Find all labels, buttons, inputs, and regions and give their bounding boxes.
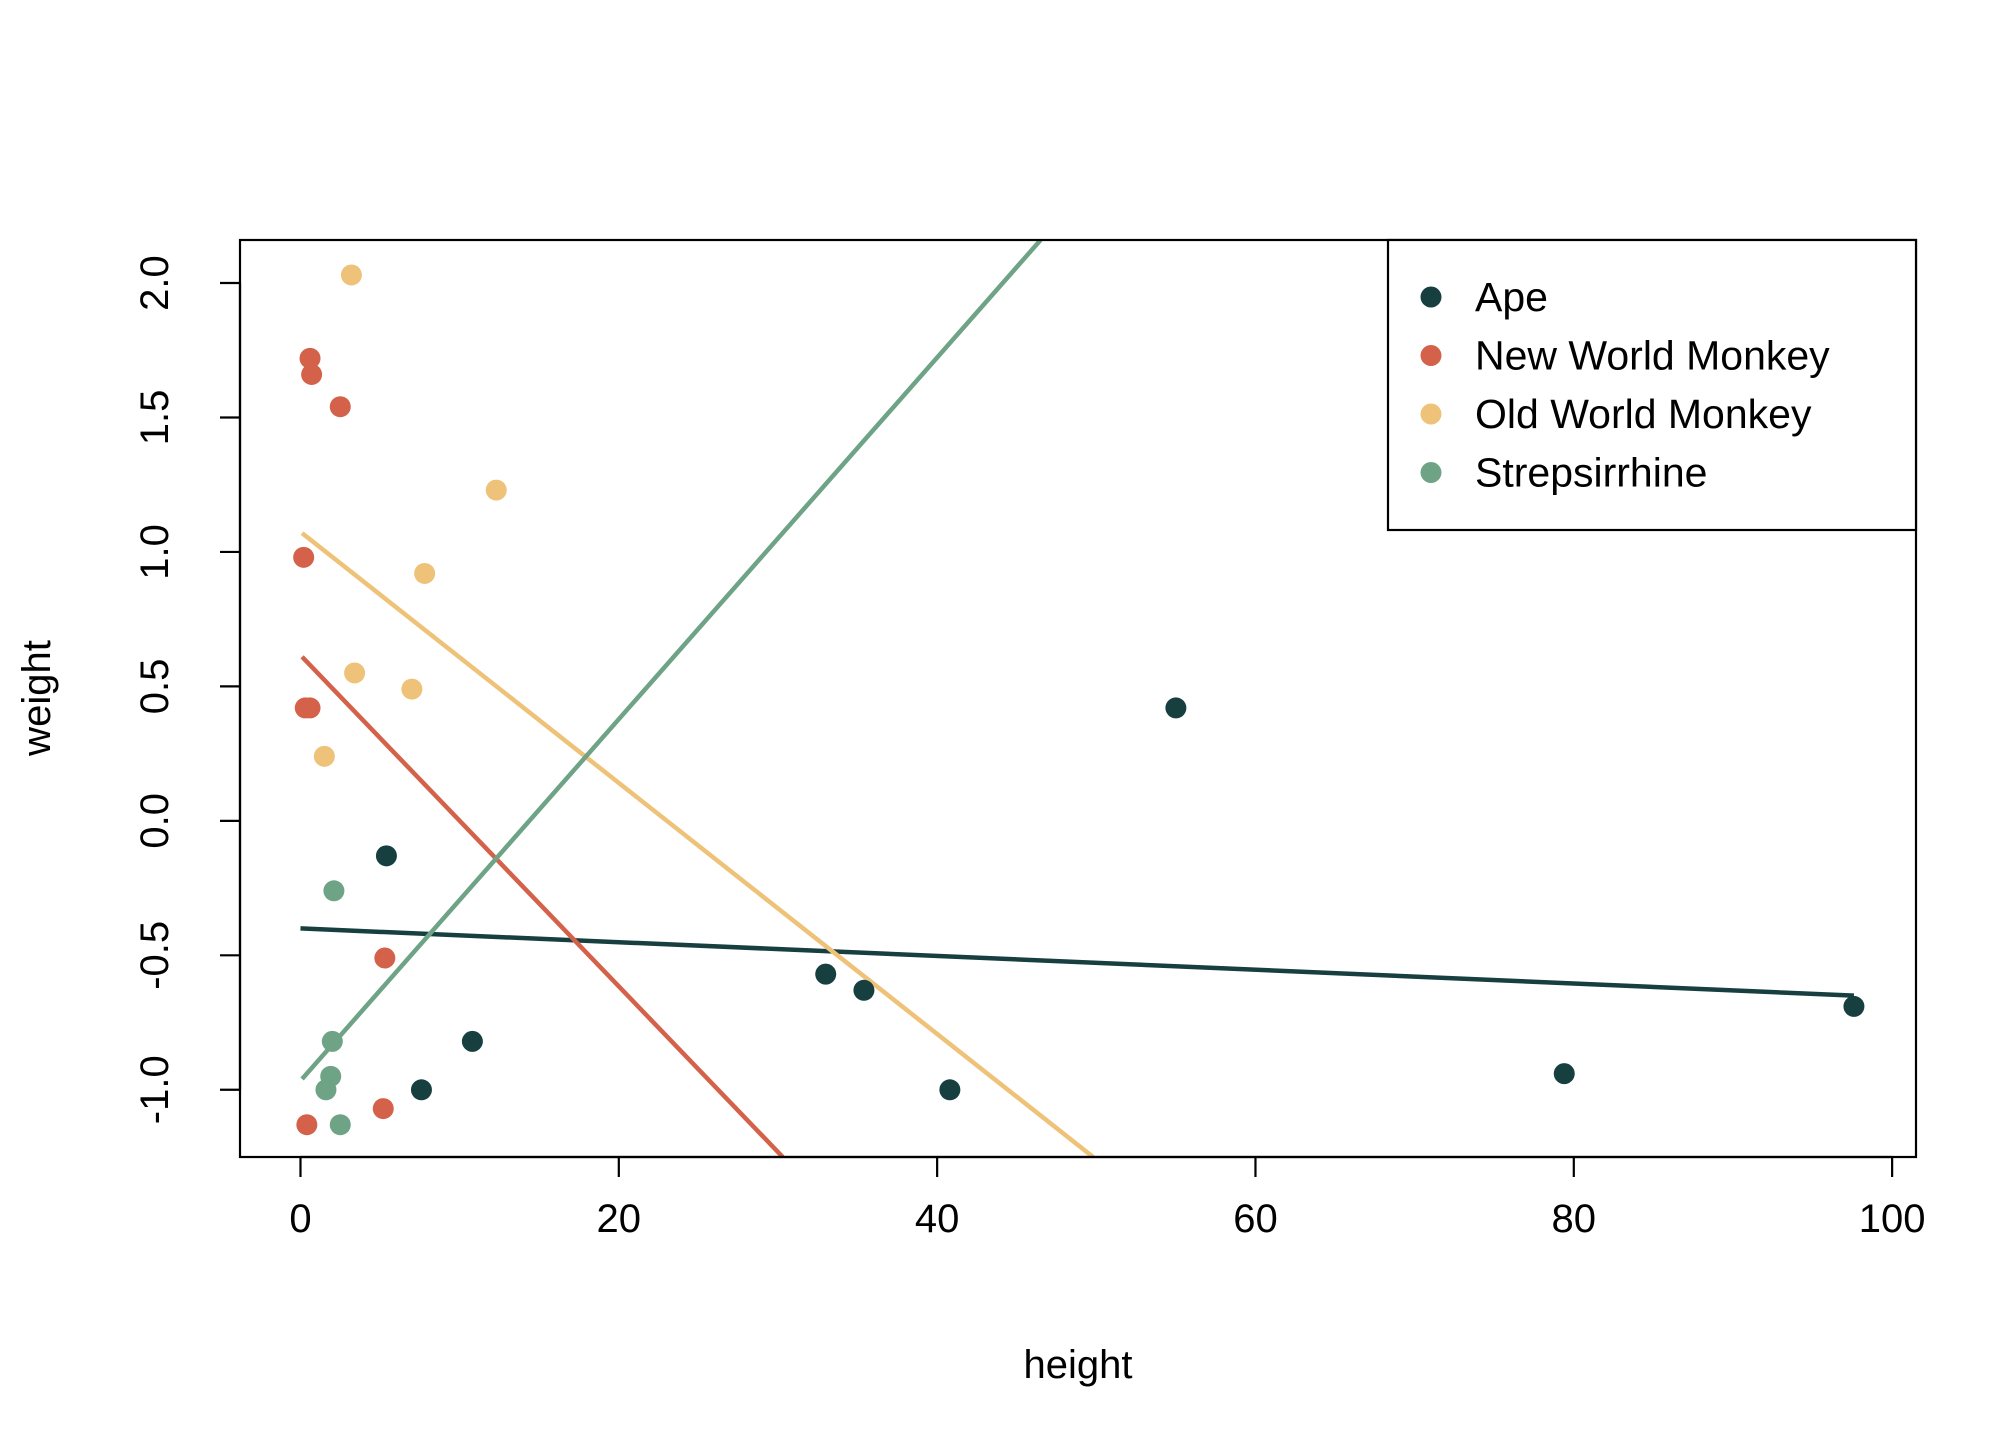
legend-marker <box>1420 286 1442 308</box>
data-point <box>321 1030 343 1052</box>
fit-line <box>300 531 1095 1157</box>
y-tick-label: -1.0 <box>133 1055 177 1124</box>
x-tick-label: 0 <box>289 1197 311 1241</box>
y-tick-label: -0.5 <box>133 921 177 990</box>
data-point <box>299 697 321 719</box>
data-point <box>815 963 837 985</box>
data-point <box>299 347 321 369</box>
data-points <box>293 264 1865 1136</box>
y-tick-label: 0.5 <box>133 659 177 715</box>
data-point <box>853 979 875 1001</box>
x-tick-label: 80 <box>1552 1197 1597 1241</box>
data-point <box>1165 697 1187 719</box>
data-point <box>313 745 335 767</box>
x-tick-label: 20 <box>597 1197 642 1241</box>
y-tick-label: 2.0 <box>133 255 177 311</box>
legend-entry: Strepsirrhine <box>1475 450 1707 496</box>
legend-marker <box>1420 462 1442 483</box>
legend-box <box>1386 238 1918 532</box>
data-point <box>293 546 315 568</box>
legend: Ape New World Monkey Old World Monkey Strep… <box>1386 238 1918 532</box>
data-point <box>1553 1063 1575 1085</box>
legend-entry: Ape <box>1475 274 1548 320</box>
x-axis-label: height <box>1024 1343 1133 1387</box>
data-point <box>296 1114 318 1136</box>
fit-lines <box>300 240 1855 1157</box>
x-tick-label: 40 <box>915 1197 960 1241</box>
y-axis-label: weight <box>15 640 59 757</box>
data-point <box>323 880 345 902</box>
x-tick-label: 60 <box>1233 1197 1278 1241</box>
fit-line <box>300 240 1043 1081</box>
data-point <box>301 363 323 385</box>
data-point <box>375 845 397 867</box>
y-tick-label: 1.0 <box>133 524 177 580</box>
legend-entry: New World Monkey <box>1475 333 1830 379</box>
fit-line <box>300 926 1855 998</box>
data-point <box>340 264 362 286</box>
y-tick-label: 1.5 <box>133 390 177 446</box>
data-point <box>401 678 423 700</box>
data-point <box>344 662 366 684</box>
legend-entry: Old World Monkey <box>1475 391 1812 437</box>
data-point <box>485 479 507 501</box>
x-axis: 0 20 40 60 80 100 <box>289 1155 1926 1241</box>
data-point <box>410 1079 432 1101</box>
legend-marker <box>1420 345 1442 366</box>
data-point <box>939 1079 961 1101</box>
data-point <box>329 396 351 418</box>
x-tick-label: 100 <box>1859 1197 1926 1241</box>
y-tick-label: 0.0 <box>133 793 177 849</box>
data-point <box>1843 995 1865 1017</box>
data-point <box>372 1098 394 1120</box>
legend-marker <box>1420 403 1442 425</box>
data-point <box>374 947 396 969</box>
data-point <box>329 1114 351 1136</box>
y-axis: -1.0 -0.5 0.0 0.5 1.0 1.5 2.0 <box>133 255 242 1124</box>
fit-line <box>300 655 785 1157</box>
data-point <box>414 562 436 584</box>
data-point <box>315 1079 337 1101</box>
data-point <box>461 1030 483 1052</box>
